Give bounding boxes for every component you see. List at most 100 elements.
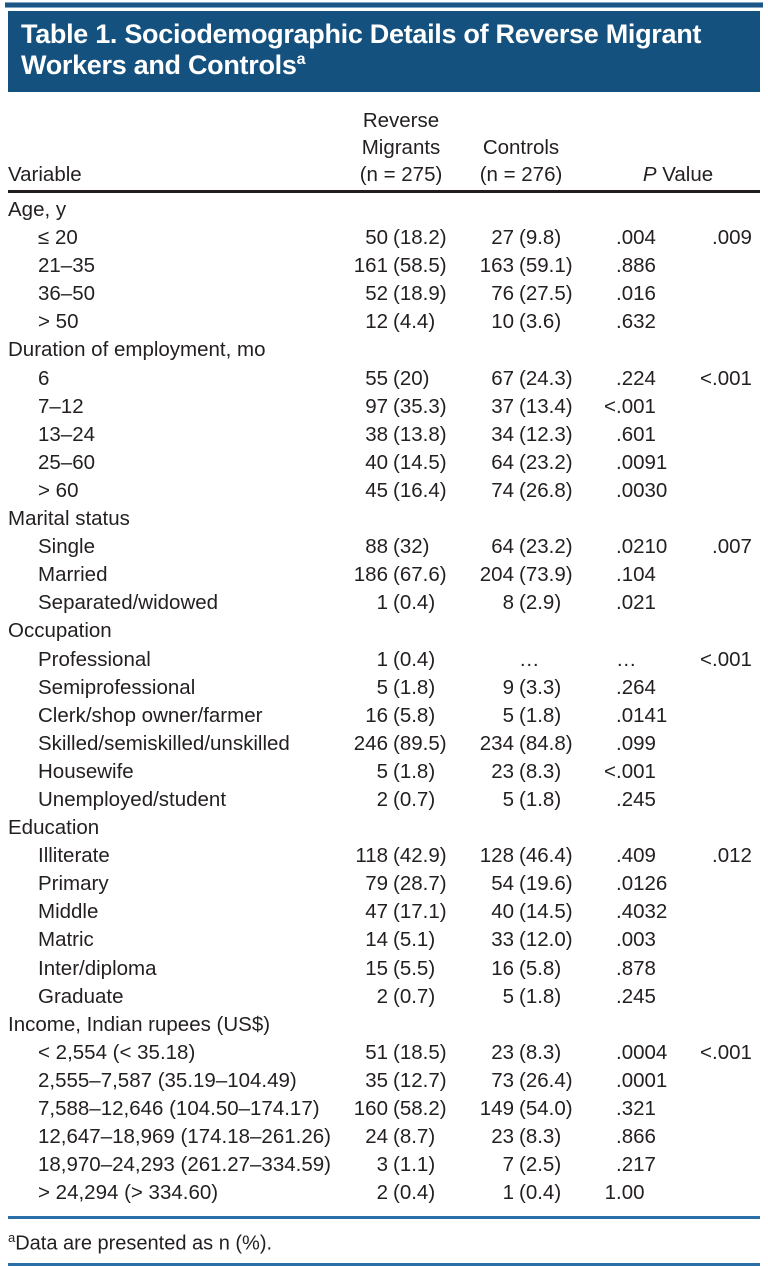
p-value-cell-paren: .245 bbox=[616, 984, 656, 1008]
overall-p-value-cell-num bbox=[696, 1123, 712, 1151]
rm-header-line3: (n = 275) bbox=[359, 163, 443, 186]
overall-p-value-cell-num: < bbox=[700, 1040, 712, 1064]
controls-cell-num: 27 bbox=[491, 226, 514, 250]
reverse-migrants-cell: 51 (18.5) bbox=[348, 1039, 454, 1067]
group-label: Occupation bbox=[8, 619, 112, 643]
column-header-reverse-migrants: Reverse Migrants (n = 275) bbox=[348, 107, 454, 188]
controls-cell: 16 (5.8) bbox=[466, 955, 576, 983]
controls-cell-num: 5 bbox=[502, 984, 514, 1008]
variable-cell: 12,647–18,969 (174.18–261.26) bbox=[38, 1125, 331, 1149]
p-value-cell: .224 bbox=[596, 365, 674, 393]
p-value-cell-paren: .217 bbox=[616, 1153, 656, 1177]
variable-cell: < 2,554 (< 35.18) bbox=[38, 1040, 196, 1064]
overall-p-value-cell-num bbox=[696, 280, 712, 308]
reverse-migrants-cell-paren: (42.9) bbox=[393, 844, 447, 868]
table-row: Housewife 5 (1.8) 23 (8.3) < .001 bbox=[8, 758, 760, 786]
reverse-migrants-cell-num: 160 bbox=[353, 1097, 388, 1120]
reverse-migrants-cell-paren: (12.7) bbox=[393, 1068, 447, 1092]
reverse-migrants-cell-paren: (67.6) bbox=[393, 563, 447, 587]
reverse-migrants-cell: 50 (18.2) bbox=[348, 224, 454, 252]
p-value-cell-paren: .0126 bbox=[616, 872, 668, 896]
top-border-rule bbox=[5, 2, 763, 8]
overall-p-value-cell bbox=[696, 393, 760, 421]
controls-cell-paren: (8.3) bbox=[519, 759, 562, 783]
variable-cell: 18,970–24,293 (261.27–334.59) bbox=[38, 1153, 331, 1177]
reverse-migrants-cell: 45 (16.4) bbox=[348, 477, 454, 505]
reverse-migrants-cell-num: 15 bbox=[365, 956, 388, 980]
controls-cell-paren: (54.0) bbox=[519, 1097, 573, 1120]
controls-cell: 8 (2.9) bbox=[466, 589, 576, 617]
p-value-cell-num bbox=[596, 1123, 616, 1151]
reverse-migrants-cell: 14 (5.1) bbox=[348, 926, 454, 954]
controls-cell-num: 5 bbox=[502, 787, 514, 811]
table-row: Middle 47 (17.1) 40 (14.5) .4032 bbox=[8, 898, 760, 926]
overall-p-value-cell-num bbox=[696, 786, 712, 814]
controls-cell: 37 (13.4) bbox=[466, 393, 576, 421]
overall-p-value-cell-paren: .001 bbox=[712, 366, 752, 390]
reverse-migrants-cell-num: 88 bbox=[365, 535, 388, 559]
table-row: 13–24 38 (13.8) 34 (12.3) .601 bbox=[8, 421, 760, 449]
p-value-cell: .886 bbox=[596, 252, 674, 280]
reverse-migrants-cell-num: 52 bbox=[365, 282, 388, 306]
controls-cell-paren: (24.3) bbox=[519, 366, 573, 390]
p-value-cell: .245 bbox=[596, 786, 674, 814]
overall-p-value-cell: < .001 bbox=[696, 1039, 760, 1067]
controls-cell-num: 67 bbox=[491, 366, 514, 390]
reverse-migrants-cell: 3 (1.1) bbox=[348, 1151, 454, 1179]
group-label: Age, y bbox=[8, 198, 67, 221]
controls-cell: 10 (3.6) bbox=[466, 308, 576, 336]
reverse-migrants-cell-paren: (5.1) bbox=[393, 928, 436, 952]
overall-p-value-cell bbox=[696, 1095, 760, 1123]
controls-cell: 74 (26.8) bbox=[466, 477, 576, 505]
overall-p-value-cell bbox=[696, 983, 760, 1011]
overall-p-value-cell bbox=[696, 308, 760, 336]
controls-cell-paren: (0.4) bbox=[519, 1181, 562, 1205]
reverse-migrants-cell-paren: (4.4) bbox=[393, 310, 436, 334]
group-header-row: Marital status bbox=[8, 505, 760, 533]
variable-cell: Graduate bbox=[38, 984, 124, 1008]
controls-cell-num: 1 bbox=[502, 1181, 514, 1205]
controls-cell-num: 5 bbox=[502, 703, 514, 727]
p-value-cell-paren: .003 bbox=[616, 928, 656, 952]
reverse-migrants-cell-paren: (5.5) bbox=[393, 956, 436, 980]
overall-p-value-cell-num bbox=[696, 730, 712, 758]
variable-cell: > 50 bbox=[38, 310, 79, 334]
reverse-migrants-cell-num: 2 bbox=[376, 787, 388, 811]
reverse-migrants-cell-num: 51 bbox=[365, 1040, 388, 1064]
reverse-migrants-cell: 35 (12.7) bbox=[348, 1067, 454, 1095]
p-value-cell-paren: .016 bbox=[616, 282, 656, 306]
controls-cell: 23 (8.3) bbox=[466, 1039, 576, 1067]
reverse-migrants-cell-paren: (0.7) bbox=[393, 787, 436, 811]
overall-p-value-cell bbox=[696, 477, 760, 505]
p-value-cell: < .001 bbox=[596, 758, 674, 786]
table-row: Married 186 (67.6) 204 (73.9) .104 bbox=[8, 561, 760, 589]
reverse-migrants-cell-num: 79 bbox=[365, 872, 388, 896]
variable-cell: Professional bbox=[38, 647, 151, 671]
controls-cell-paren: (46.4) bbox=[519, 844, 573, 868]
variable-cell: Skilled/semiskilled/unskilled bbox=[38, 731, 290, 755]
reverse-migrants-cell-num: 3 bbox=[376, 1153, 388, 1177]
overall-p-value-cell: < .001 bbox=[696, 365, 760, 393]
controls-cell-paren: (12.3) bbox=[519, 422, 573, 446]
controls-cell: 1 (0.4) bbox=[466, 1179, 576, 1207]
reverse-migrants-cell: 88 (32) bbox=[348, 533, 454, 561]
variable-cell: Semiprofessional bbox=[38, 675, 196, 699]
table-row: Semiprofessional 5 (1.8) 9 (3.3) .264 bbox=[8, 674, 760, 702]
controls-cell-paren: (1.8) bbox=[519, 984, 562, 1008]
reverse-migrants-cell: 47 (17.1) bbox=[348, 898, 454, 926]
table-row: Primary 79 (28.7) 54 (19.6) .0126 bbox=[8, 870, 760, 898]
overall-p-value-cell-num bbox=[696, 308, 712, 336]
p-value-cell-paren: .0030 bbox=[616, 478, 668, 502]
overall-p-value-cell bbox=[696, 561, 760, 589]
overall-p-value-cell-num bbox=[696, 1179, 712, 1207]
p-value-cell-num bbox=[596, 955, 616, 983]
overall-p-value-cell bbox=[696, 421, 760, 449]
controls-cell-paren: (8.3) bbox=[519, 1125, 562, 1149]
p-value-cell-num: 1 bbox=[604, 1181, 616, 1205]
overall-p-value-cell bbox=[696, 702, 760, 730]
reverse-migrants-cell: 52 (18.9) bbox=[348, 280, 454, 308]
overall-p-value-cell-num: < bbox=[700, 647, 712, 671]
group-header-row: Education bbox=[8, 814, 760, 842]
overall-p-value-cell bbox=[696, 730, 760, 758]
reverse-migrants-cell-paren: (16.4) bbox=[393, 478, 447, 502]
